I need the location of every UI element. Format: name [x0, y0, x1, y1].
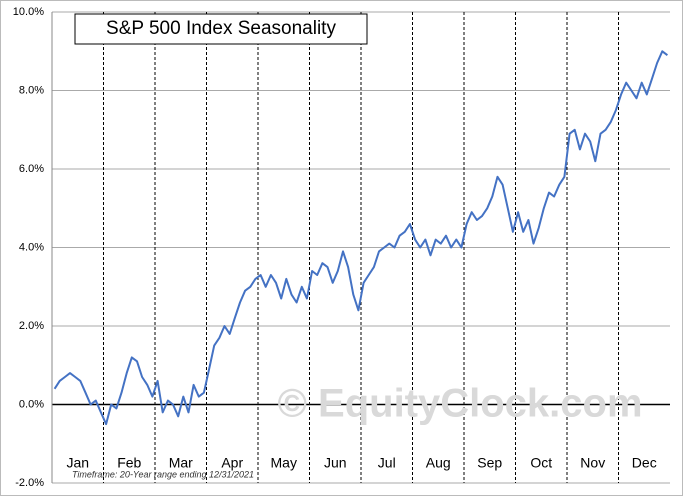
- x-tick-label: Sep: [477, 455, 502, 471]
- x-tick-label: Jul: [378, 455, 396, 471]
- x-tick-label: Nov: [580, 455, 605, 471]
- y-tick-label: 6.0%: [19, 163, 44, 175]
- x-tick-label: Mar: [169, 455, 193, 471]
- y-tick-label: 0.0%: [19, 398, 44, 410]
- footnote: Timeframe: 20-Year range ending 12/31/20…: [72, 469, 254, 479]
- y-tick-label: 4.0%: [19, 241, 44, 253]
- chart-title: S&P 500 Index Seasonality: [106, 18, 336, 39]
- series-line: [53, 50, 669, 426]
- y-tick-label: 10.0%: [13, 6, 44, 18]
- title-box: [74, 13, 368, 45]
- y-tick-label: 2.0%: [19, 320, 44, 332]
- y-tick-label: 8.0%: [19, 84, 44, 96]
- x-tick-label: Jun: [324, 455, 347, 471]
- x-tick-label: Feb: [117, 455, 141, 471]
- x-tick-label: Oct: [530, 455, 552, 471]
- x-tick-label: Jan: [66, 455, 89, 471]
- watermark: © EquityClock.com: [277, 382, 642, 426]
- x-tick-label: May: [271, 455, 297, 471]
- x-tick-label: Apr: [221, 455, 243, 471]
- x-tick-label: Aug: [426, 455, 451, 471]
- x-tick-label: Dec: [632, 455, 657, 471]
- y-tick-label: -2.0%: [15, 477, 44, 489]
